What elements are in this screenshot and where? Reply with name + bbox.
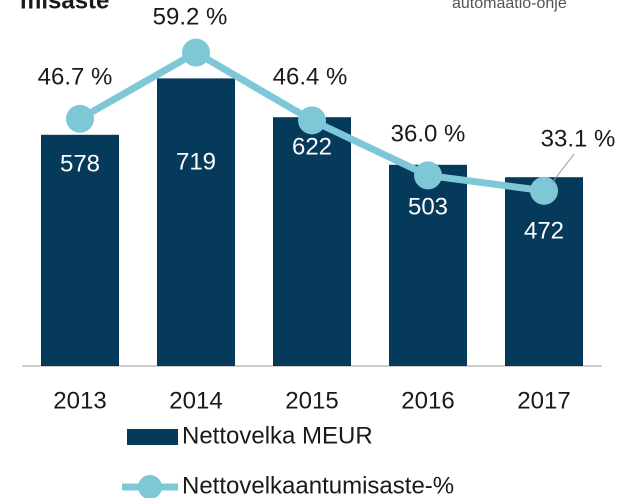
x-tick-label: 2015 <box>285 387 338 414</box>
line-marker <box>182 38 210 67</box>
x-tick-label: 2014 <box>169 387 222 414</box>
bar-value-label: 578 <box>60 150 100 177</box>
x-tick-label: 2017 <box>517 387 570 414</box>
bar <box>157 78 235 367</box>
line-value-label: 33.1 % <box>541 125 616 152</box>
line-marker <box>298 106 326 135</box>
bar-value-label: 622 <box>292 133 332 160</box>
legend-marker <box>138 475 162 498</box>
chart-title: misaste <box>20 0 109 14</box>
line-marker <box>66 104 94 133</box>
legend-label: Nettovelka MEUR <box>182 422 373 449</box>
bar <box>41 134 119 366</box>
chart-subtitle: automaatio-ohje <box>452 0 567 12</box>
bar-value-label: 503 <box>408 193 448 220</box>
bar <box>505 177 583 366</box>
leader-line <box>551 153 575 184</box>
line-value-label: 36.0 % <box>391 120 466 147</box>
line-marker <box>530 176 558 205</box>
x-tick-label: 2016 <box>401 387 454 414</box>
legend-swatch <box>127 429 178 445</box>
line-value-label: 46.7 % <box>38 63 113 90</box>
legend-label: Nettovelkaantumisaste-% <box>182 472 454 498</box>
line-value-label: 46.4 % <box>273 63 348 90</box>
x-tick-label: 2013 <box>53 387 106 414</box>
bar <box>389 164 467 366</box>
line-value-label: 59.2 % <box>153 3 228 30</box>
line-marker <box>414 161 442 190</box>
bar <box>273 117 351 366</box>
bar-value-label: 719 <box>176 148 216 175</box>
bar-value-label: 472 <box>524 217 564 244</box>
